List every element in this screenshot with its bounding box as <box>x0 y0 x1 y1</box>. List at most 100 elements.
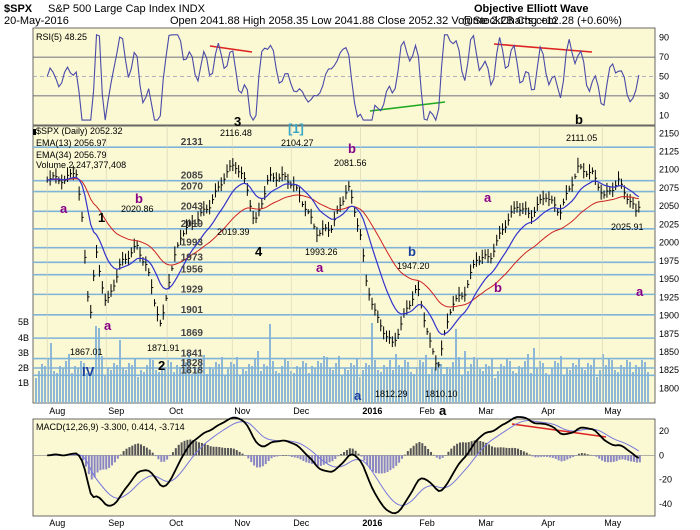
macd-histogram-bar <box>412 445 415 456</box>
macd-histogram-bar <box>108 455 111 468</box>
macd-histogram-bar <box>464 442 467 456</box>
macd-histogram-bar <box>232 448 235 456</box>
volume-bar <box>263 364 265 403</box>
level-label: 1828 <box>181 358 204 369</box>
macd-histogram-bar <box>340 453 343 456</box>
macd-histogram-bar <box>606 455 609 463</box>
macd-histogram-bar <box>369 455 372 470</box>
month-label: 2016 <box>362 406 382 416</box>
rsi-divergence-line <box>493 43 593 53</box>
macd-histogram-bar <box>490 446 493 456</box>
macd-histogram-bar <box>499 447 502 456</box>
volume-bar <box>272 361 274 403</box>
price-annotation: 2020.86 <box>121 204 154 214</box>
volume-bar <box>485 364 487 403</box>
macd-histogram-bar <box>502 447 505 456</box>
macd-histogram-bar <box>389 455 392 471</box>
volume-bar <box>338 356 340 403</box>
volume-bar <box>617 372 619 403</box>
macd-histogram-bar <box>473 440 476 456</box>
macd-histogram-bar <box>258 455 261 468</box>
volume-bar <box>74 366 76 403</box>
macd-histogram-bar <box>435 455 438 458</box>
macd-histogram-bar <box>575 455 578 456</box>
volume-bar <box>590 365 592 403</box>
volume-bar <box>44 366 46 403</box>
macd-histogram-bar <box>267 455 270 461</box>
macd-histogram-bar <box>270 455 273 459</box>
macd-histogram-bar <box>96 455 99 473</box>
macd-histogram-bar <box>192 440 195 456</box>
macd-histogram-bar <box>250 455 253 463</box>
volume-bar <box>494 378 496 403</box>
wave-label: b <box>135 191 143 206</box>
macd-histogram-bar <box>418 442 421 456</box>
volume-bar <box>419 360 421 403</box>
macd-histogram-bar <box>601 455 604 461</box>
macd-histogram-bar <box>438 455 441 460</box>
volume-tick-label: 3B <box>18 348 29 358</box>
macd-histogram-bar <box>505 447 508 456</box>
volume-bar <box>233 364 235 403</box>
price-annotation: 1810.10 <box>425 389 458 399</box>
rsi-tick-label: 30 <box>659 91 669 101</box>
macd-histogram-bar <box>514 448 517 456</box>
volume-bar <box>317 361 319 403</box>
macd-histogram-bar <box>479 440 482 456</box>
volume-bar <box>380 372 382 403</box>
macd-histogram-bar <box>343 452 346 456</box>
macd-histogram-bar <box>450 448 453 456</box>
volume-bar <box>509 361 511 403</box>
volume-bar <box>599 370 601 403</box>
macd-histogram-bar <box>345 450 348 456</box>
month-label: Mar <box>478 518 494 528</box>
volume-bar <box>458 357 460 403</box>
wave-label: a <box>439 403 447 418</box>
macd-histogram-bar <box>137 443 140 456</box>
volume-bar <box>179 367 181 403</box>
macd-histogram-bar <box>334 455 337 459</box>
macd-histogram-bar <box>609 455 612 463</box>
macd-histogram-bar <box>612 455 615 462</box>
macd-histogram-bar <box>383 455 386 474</box>
macd-histogram-bar <box>432 454 435 456</box>
wave-label: b <box>408 244 416 259</box>
volume-bar <box>554 361 556 403</box>
legend-volume: Volume 2,247,377,408 <box>36 160 126 170</box>
volume-bar <box>536 368 538 403</box>
volume-bar <box>152 360 154 403</box>
volume-bar <box>347 370 349 403</box>
volume-bar <box>89 375 91 403</box>
volume-bar <box>539 361 541 403</box>
macd-histogram-bar <box>177 444 180 456</box>
volume-bar <box>413 374 415 403</box>
volume-bar <box>206 374 208 403</box>
level-label: 1929 <box>181 284 204 295</box>
macd-histogram-bar <box>360 455 363 457</box>
volume-bar <box>242 369 244 403</box>
macd-histogram-bar <box>140 444 143 456</box>
volume-bar <box>236 357 238 403</box>
macd-signal-line <box>47 419 640 506</box>
month-label: Oct <box>169 406 184 416</box>
volume-bar <box>437 362 439 403</box>
volume-bar <box>128 363 130 403</box>
macd-histogram-bar <box>314 455 317 465</box>
wave-label: 3 <box>234 114 241 129</box>
legend-price: $SPX (Daily) 2052.32 <box>36 126 123 136</box>
volume-bar <box>344 368 346 403</box>
volume-bar <box>230 362 232 403</box>
level-label: 1818 <box>181 365 204 376</box>
price-tick-label: 2125 <box>659 147 679 157</box>
macd-histogram-bar <box>580 452 583 456</box>
volume-bar <box>269 324 271 403</box>
price-annotation: 2025.91 <box>611 222 644 232</box>
price-tick-label: 1975 <box>659 256 679 266</box>
price-tick-label: 2000 <box>659 238 679 248</box>
level-label: 2070 <box>181 182 204 193</box>
volume-bar <box>140 370 142 403</box>
macd-histogram-bar <box>256 455 259 468</box>
macd-histogram-bar <box>221 447 224 456</box>
macd-histogram-bar <box>105 455 108 470</box>
month-label: May <box>604 518 622 528</box>
